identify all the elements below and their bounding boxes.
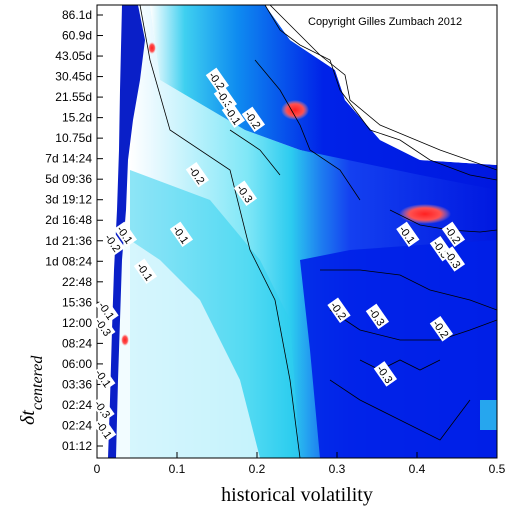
x-tick-label: 0.4 bbox=[409, 462, 426, 476]
y-tick-label: 03:36 bbox=[62, 377, 92, 391]
contour-label-box bbox=[169, 221, 194, 248]
contour-label-box bbox=[95, 297, 119, 323]
y-tick-label: 30.45d bbox=[55, 70, 92, 84]
contour-line bbox=[139, 5, 301, 458]
y-axis-title-sub: centered bbox=[29, 355, 46, 410]
red-spot bbox=[121, 334, 129, 346]
red-spot bbox=[148, 42, 156, 54]
y-tick-label: 86.1d bbox=[62, 8, 92, 22]
contour-label-box bbox=[241, 106, 266, 133]
y-axis-title: δtcentered bbox=[17, 355, 46, 425]
contour-label-box bbox=[327, 297, 351, 323]
red-spot bbox=[399, 204, 451, 224]
y-axis-title-main: δt bbox=[17, 410, 39, 425]
y-tick-label: 15.2d bbox=[62, 111, 92, 125]
y-tick-label: 1d 08:24 bbox=[45, 254, 92, 268]
red-spot bbox=[281, 100, 309, 120]
contour-label-box bbox=[133, 258, 158, 284]
light-cell bbox=[480, 400, 497, 430]
heatmap-light-zone bbox=[115, 230, 260, 458]
contour-label-box bbox=[91, 396, 115, 422]
contour-line bbox=[269, 5, 497, 171]
y-tick-label: 21.55d bbox=[55, 90, 92, 104]
contour-line bbox=[264, 5, 497, 181]
x-tick-label: 0.3 bbox=[329, 462, 346, 476]
contour-line bbox=[320, 269, 497, 311]
y-tick-label: 08:24 bbox=[62, 336, 92, 350]
contour-label-box bbox=[185, 162, 210, 188]
y-tick-label: 7d 14:24 bbox=[45, 152, 92, 166]
y-tick-label: 22:48 bbox=[62, 275, 92, 289]
plot-frame bbox=[96, 4, 498, 459]
heatmap-top-edge bbox=[265, 5, 497, 165]
contour-label-box bbox=[441, 221, 466, 248]
contour-line bbox=[359, 359, 441, 371]
contour-line bbox=[329, 379, 471, 441]
left-edge-dark bbox=[108, 5, 145, 458]
y-tick-label: 12:00 bbox=[62, 316, 92, 330]
y-tick-label: 15:36 bbox=[62, 295, 92, 309]
heatmap-top-band bbox=[150, 5, 497, 190]
y-tick-label: 02:24 bbox=[62, 418, 92, 432]
contour-label-box bbox=[205, 67, 230, 94]
y-tick-label: 01:12 bbox=[62, 439, 92, 453]
x-tick-label: 0.5 bbox=[489, 462, 506, 476]
contour-line bbox=[329, 309, 497, 341]
plot-area bbox=[97, 5, 497, 458]
contour-label-box bbox=[429, 315, 454, 342]
contour-label-box bbox=[396, 221, 420, 248]
contour-label-box bbox=[92, 416, 117, 443]
x-tick-label: 0.1 bbox=[169, 462, 186, 476]
contour-line bbox=[254, 59, 361, 201]
y-tick-label: 02:24 bbox=[62, 398, 92, 412]
contour-lines bbox=[139, 5, 497, 458]
y-tick-label: 06:00 bbox=[62, 357, 92, 371]
contour-label-box bbox=[101, 229, 126, 256]
x-tick-label: 0.2 bbox=[249, 462, 266, 476]
contour-label-box bbox=[221, 102, 246, 129]
y-tick-label: 5d 09:36 bbox=[45, 172, 92, 186]
contour-label-box bbox=[441, 246, 466, 272]
y-axis-ticks: 01:12 02:24 02:24 03:36 06:00 08:24 12:00 15:36… bbox=[45, 8, 103, 453]
contour-label-box bbox=[92, 313, 116, 340]
contour-label-box bbox=[113, 221, 138, 248]
y-tick-label: 1d 21:36 bbox=[45, 234, 92, 248]
y-tick-label: 3d 19:12 bbox=[45, 193, 92, 207]
contour-line bbox=[229, 129, 281, 176]
heatmap-dark-zone bbox=[300, 240, 497, 458]
x-axis-ticks: 0 0.1 0.2 0.3 0.4 0.5 bbox=[94, 452, 506, 476]
contour-label-box bbox=[373, 361, 398, 387]
y-tick-label: 43.05d bbox=[55, 49, 92, 63]
y-tick-label: 2d 16:48 bbox=[45, 213, 92, 227]
contour-label-box bbox=[233, 180, 258, 207]
contour-label-box bbox=[92, 365, 116, 391]
y-tick-label: 60.9d bbox=[62, 29, 92, 43]
x-tick-label: 0 bbox=[94, 462, 101, 476]
svg-text:δtcentered: δtcentered bbox=[17, 355, 46, 425]
y-tick-label: 10.75d bbox=[55, 131, 92, 145]
copyright-text: Copyright Gilles Zumbach 2012 bbox=[308, 16, 462, 28]
contour-label-box bbox=[365, 303, 390, 330]
x-axis-title: historical volatility bbox=[221, 484, 373, 506]
